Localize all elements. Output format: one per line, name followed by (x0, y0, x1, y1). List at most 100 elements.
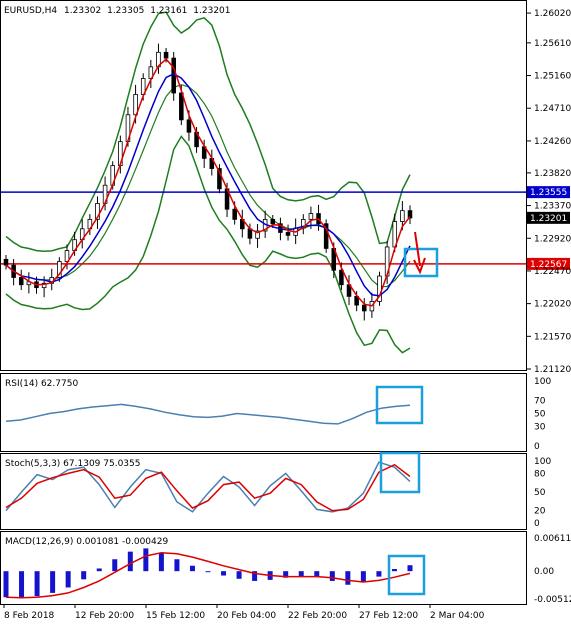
arrow-shaft (414, 231, 421, 267)
candle-body (57, 261, 62, 278)
highlight-box-stoch (379, 451, 421, 494)
price-pane (0, 0, 527, 371)
arrow-head (413, 257, 426, 275)
rsi-tick-label: 0 (534, 442, 540, 452)
macd-bar (189, 565, 195, 572)
macd-bar (407, 565, 413, 572)
moving-averages (5, 58, 411, 307)
stoch-signal-line (5, 463, 411, 512)
time-tick-label: 2 Mar 04:00 (430, 611, 485, 621)
stoch-tick-label: 0 (534, 519, 540, 529)
macd-bar (19, 571, 25, 599)
macd-pane (0, 531, 527, 605)
candle-body (308, 213, 314, 220)
macd-bar (314, 571, 320, 577)
highlight-box-rsi (375, 385, 424, 425)
rsi-tick-label: 30 (534, 423, 546, 433)
candle-body (407, 210, 413, 219)
ma-blue (5, 73, 411, 297)
highlight-box-macd (387, 554, 426, 596)
candle-body (323, 223, 329, 249)
macd-tick-label: 0.00 (534, 567, 554, 577)
macd-bar (252, 571, 258, 581)
time-tick-label: 20 Feb 04:00 (217, 611, 276, 621)
candle-body (186, 119, 192, 133)
macd-signal-line (5, 551, 411, 599)
macd-bar (50, 571, 56, 593)
macd-bar (298, 571, 304, 577)
horizontal-levels: 1.23555 1.22567 1.23201 (1, 186, 570, 270)
bollinger-upper (5, 11, 411, 253)
candle-body (95, 202, 100, 220)
axis-labels: 1.26020 1.25610 1.25160 1.24710 1.24260 1.238… (3, 9, 571, 621)
macd-bar (127, 551, 133, 572)
time-tick-label: 15 Feb 12:00 (146, 611, 205, 621)
macd-bar (376, 571, 382, 577)
level-tag (527, 257, 570, 270)
price-tick-label: 1.21570 (534, 332, 571, 342)
stoch-pane (0, 453, 527, 530)
price-tick-label: 1.26020 (534, 9, 571, 19)
macd-bar (96, 568, 102, 572)
candle-body (18, 277, 24, 286)
annotations (375, 231, 439, 596)
time-tick-label: 22 Feb 20:00 (288, 611, 347, 621)
candle-body (64, 250, 70, 262)
bollinger-lower (5, 135, 411, 354)
price-tick-label: 1.22920 (534, 234, 571, 244)
price-tick-label: 1.25610 (534, 39, 571, 49)
candle-body (171, 57, 176, 94)
candle-body (339, 269, 344, 286)
stoch-tick-label: 50 (534, 488, 546, 498)
candle-body (270, 218, 276, 225)
macd-bar (391, 569, 397, 572)
macd-bar (221, 571, 227, 576)
macd-bar (360, 571, 366, 583)
candle-body (133, 94, 138, 116)
macd-bar (329, 571, 335, 581)
candle-body (285, 232, 291, 236)
rsi-lines (5, 403, 411, 425)
current-price-tag (527, 211, 570, 224)
macd-bar (81, 571, 87, 580)
highlight-box-price (403, 247, 439, 278)
rsi-line (5, 403, 411, 425)
rsi-tick-label: 50 (534, 410, 546, 420)
macd-bar (3, 571, 9, 598)
macd-bar (34, 571, 40, 597)
candle-body (400, 210, 405, 222)
time-tick-label: 12 Feb 20:00 (75, 611, 134, 621)
price-tick-label: 1.24710 (534, 104, 571, 114)
macd-bar (283, 571, 289, 578)
current-price-label: 1.23201 (530, 214, 567, 224)
price-tick-label: 1.22020 (534, 300, 571, 310)
stoch-lines (5, 461, 411, 513)
price-tick-label: 1.25160 (534, 72, 571, 82)
candle-body (232, 208, 237, 220)
macd-bar (345, 571, 351, 585)
time-tick-label: 8 Feb 2018 (4, 611, 55, 621)
price-tick-label: 1.23820 (534, 169, 571, 179)
price-tick-label: 1.23370 (534, 202, 571, 212)
ma-red (5, 58, 411, 307)
price-title: EURUSD,H4 1.23302 1.23305 1.23161 1.2320… (4, 6, 231, 16)
rsi-tick-label: 70 (534, 397, 546, 407)
candle-body (255, 230, 260, 239)
bollinger-middle (5, 84, 411, 288)
price-tick-label: 1.24260 (534, 137, 571, 147)
macd-bars (3, 548, 413, 599)
candle-body (3, 258, 9, 266)
level-tag-label: 1.22567 (530, 260, 567, 270)
rsi-pane (0, 373, 527, 452)
rsi-title: RSI(14) 62.7750 (5, 379, 78, 389)
level-tag-label: 1.23555 (530, 188, 567, 198)
candle-body (361, 304, 367, 312)
price-tick-label: 1.21120 (534, 365, 571, 375)
macd-bar (112, 559, 118, 572)
macd-title: MACD(12,26,9) 0.001081 -0.000429 (5, 537, 168, 547)
macd-bar (174, 559, 180, 572)
level-tag (527, 186, 570, 199)
macd-bar (158, 552, 164, 572)
macd-tick-label: -0.005126 (534, 595, 571, 605)
